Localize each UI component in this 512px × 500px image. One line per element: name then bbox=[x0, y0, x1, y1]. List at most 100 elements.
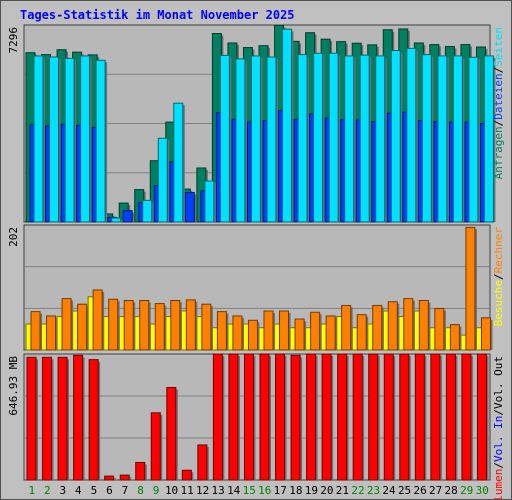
bar bbox=[437, 55, 448, 223]
plot-area-bottom bbox=[23, 353, 491, 481]
bar bbox=[108, 298, 119, 351]
x-tick-label: 19 bbox=[305, 484, 318, 497]
bar bbox=[26, 356, 37, 481]
bar bbox=[250, 55, 261, 223]
bar bbox=[184, 192, 195, 223]
x-tick-label: 25 bbox=[398, 484, 411, 497]
bar bbox=[337, 353, 348, 481]
x-tick-label: 21 bbox=[336, 484, 349, 497]
legend-item: / bbox=[492, 67, 505, 74]
bar bbox=[294, 318, 305, 351]
legend-item: Volumen bbox=[492, 469, 505, 500]
x-tick-label: 7 bbox=[122, 484, 129, 497]
x-tick-label: 20 bbox=[320, 484, 333, 497]
bar bbox=[197, 444, 208, 481]
bar bbox=[480, 317, 491, 351]
bar bbox=[313, 52, 324, 223]
bar bbox=[173, 102, 184, 223]
bar bbox=[430, 353, 441, 481]
bar bbox=[95, 59, 106, 223]
bar bbox=[142, 199, 153, 223]
bar bbox=[219, 54, 230, 223]
bar bbox=[465, 226, 476, 351]
bar bbox=[232, 315, 243, 351]
x-tick-label: 12 bbox=[196, 484, 209, 497]
bar bbox=[306, 353, 317, 481]
bar bbox=[356, 314, 367, 351]
bar bbox=[33, 55, 44, 223]
legend-bottom: Volumen/Vol. In/Vol. Out bbox=[492, 356, 505, 500]
bar bbox=[263, 310, 274, 351]
bar bbox=[344, 55, 355, 223]
x-tick-label: 23 bbox=[367, 484, 380, 497]
bar bbox=[414, 353, 425, 481]
bar bbox=[46, 315, 57, 351]
bar bbox=[476, 353, 487, 481]
y-max-label-bottom: 646.93 MB bbox=[7, 356, 20, 416]
y-max-label-middle: 202 bbox=[7, 227, 20, 247]
bar bbox=[139, 299, 150, 351]
x-tick-label: 8 bbox=[137, 484, 144, 497]
x-tick-label: 2 bbox=[44, 484, 51, 497]
bar bbox=[290, 354, 301, 481]
bar bbox=[104, 475, 115, 481]
y-max-label-top: 7296 bbox=[7, 27, 20, 54]
bar bbox=[111, 217, 122, 223]
bar bbox=[61, 298, 72, 351]
x-tick-label: 29 bbox=[460, 484, 473, 497]
bar bbox=[406, 47, 417, 223]
bar bbox=[297, 54, 308, 223]
bar bbox=[201, 303, 212, 351]
x-tick-label: 26 bbox=[413, 484, 426, 497]
bar bbox=[64, 57, 75, 223]
bar bbox=[321, 353, 332, 481]
bar bbox=[243, 353, 254, 481]
bar bbox=[449, 324, 460, 351]
x-tick-label: 15 bbox=[243, 484, 256, 497]
bar bbox=[468, 56, 479, 223]
bar bbox=[445, 353, 456, 481]
bar bbox=[383, 353, 394, 481]
x-tick-label: 13 bbox=[212, 484, 225, 497]
bar bbox=[352, 353, 363, 481]
bar bbox=[399, 353, 410, 481]
bar bbox=[228, 353, 239, 481]
bar bbox=[421, 54, 432, 223]
bar bbox=[266, 56, 277, 223]
bar bbox=[73, 354, 84, 481]
legend-item: / bbox=[492, 273, 505, 280]
x-tick-label: 11 bbox=[180, 484, 193, 497]
bar bbox=[92, 289, 103, 351]
bar bbox=[341, 304, 352, 351]
legend-item: Anfragen bbox=[492, 126, 505, 179]
bar bbox=[135, 461, 146, 481]
bar bbox=[80, 55, 91, 223]
bar bbox=[483, 55, 494, 223]
bar bbox=[461, 353, 472, 481]
bar bbox=[328, 52, 339, 223]
bar bbox=[235, 58, 246, 223]
x-tick-label: 27 bbox=[429, 484, 442, 497]
x-tick-label: 24 bbox=[382, 484, 396, 497]
bar bbox=[216, 311, 227, 351]
legend-item: / bbox=[492, 120, 505, 127]
bar bbox=[434, 308, 445, 351]
x-tick-label: 4 bbox=[75, 484, 82, 497]
x-tick-label: 5 bbox=[91, 484, 98, 497]
chart-title: Tages-Statistik im Monat November 2025 bbox=[20, 8, 295, 22]
x-tick-label: 3 bbox=[60, 484, 67, 497]
bar bbox=[185, 299, 196, 351]
bar bbox=[359, 54, 370, 223]
legend-item: / bbox=[492, 462, 505, 469]
x-tick-label: 1 bbox=[28, 484, 35, 497]
bar bbox=[170, 299, 181, 351]
x-tick-label: 22 bbox=[351, 484, 364, 497]
x-tick-label: 6 bbox=[106, 484, 113, 497]
bar bbox=[387, 301, 398, 351]
bar bbox=[403, 298, 414, 351]
x-tick-label: 17 bbox=[274, 484, 287, 497]
bar bbox=[157, 137, 168, 223]
legend-item: Vol. In bbox=[492, 416, 505, 462]
